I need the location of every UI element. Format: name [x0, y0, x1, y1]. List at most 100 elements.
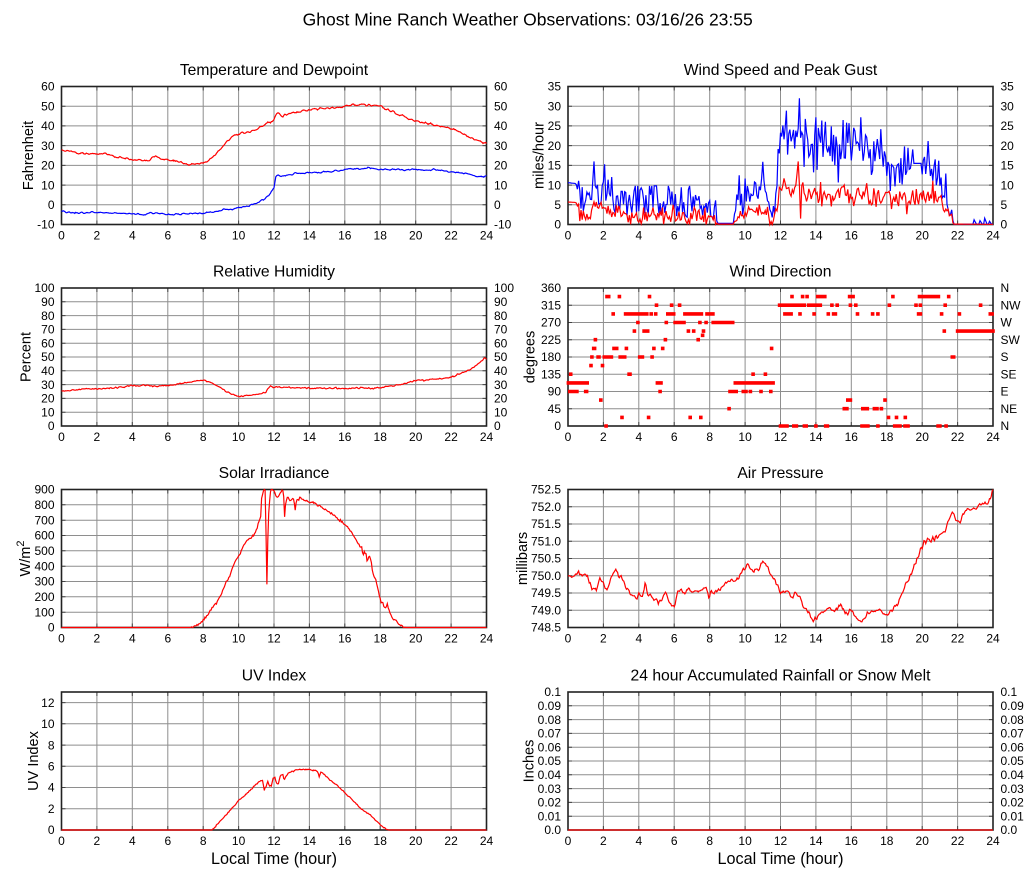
svg-text:35: 35	[548, 80, 562, 94]
svg-text:16: 16	[845, 834, 859, 848]
svg-text:0.01: 0.01	[538, 809, 562, 823]
svg-text:90: 90	[548, 385, 562, 399]
svg-text:30: 30	[1001, 99, 1015, 113]
svg-text:20: 20	[916, 229, 930, 243]
svg-text:10: 10	[232, 229, 246, 243]
svg-text:8: 8	[200, 834, 207, 848]
svg-text:0.0: 0.0	[1001, 823, 1018, 837]
svg-text:20: 20	[494, 159, 508, 173]
svg-text:2: 2	[94, 430, 101, 444]
svg-text:4: 4	[129, 229, 136, 243]
svg-text:360: 360	[541, 281, 561, 295]
svg-text:16: 16	[338, 229, 352, 243]
svg-text:0.1: 0.1	[544, 685, 561, 699]
svg-text:6: 6	[164, 834, 171, 848]
svg-text:0.01: 0.01	[1001, 809, 1025, 823]
svg-text:30: 30	[494, 378, 508, 392]
svg-text:14: 14	[303, 834, 317, 848]
svg-text:15: 15	[1001, 159, 1015, 173]
svg-text:14: 14	[809, 430, 823, 444]
svg-text:12: 12	[774, 430, 788, 444]
svg-text:40: 40	[494, 119, 508, 133]
svg-text:0: 0	[494, 198, 501, 212]
svg-text:18: 18	[880, 229, 894, 243]
svg-text:751.5: 751.5	[531, 517, 561, 531]
svg-text:10: 10	[494, 178, 508, 192]
svg-text:900: 900	[34, 483, 54, 497]
svg-text:Relative Humidity: Relative Humidity	[213, 264, 335, 281]
svg-text:0.09: 0.09	[1001, 699, 1025, 713]
svg-text:45: 45	[548, 402, 562, 416]
svg-text:W/m2: W/m2	[15, 541, 34, 577]
svg-text:2: 2	[600, 229, 607, 243]
svg-text:UV Index: UV Index	[242, 668, 307, 685]
svg-text:200: 200	[34, 590, 54, 604]
svg-text:0.09: 0.09	[538, 699, 562, 713]
svg-text:20: 20	[916, 632, 930, 646]
svg-text:5: 5	[554, 198, 561, 212]
svg-text:60: 60	[494, 336, 508, 350]
svg-text:0.07: 0.07	[1001, 727, 1025, 741]
svg-text:0: 0	[565, 632, 572, 646]
svg-text:751.0: 751.0	[531, 535, 561, 549]
svg-text:12: 12	[267, 229, 281, 243]
svg-text:0.05: 0.05	[1001, 754, 1025, 768]
svg-text:90: 90	[494, 295, 508, 309]
svg-text:750.0: 750.0	[531, 569, 561, 583]
svg-text:30: 30	[548, 99, 562, 113]
svg-text:SE: SE	[1001, 367, 1017, 381]
svg-text:0.08: 0.08	[538, 713, 562, 727]
svg-text:0: 0	[58, 229, 65, 243]
svg-text:0: 0	[554, 419, 561, 433]
svg-text:8: 8	[200, 632, 207, 646]
svg-text:0: 0	[494, 419, 501, 433]
svg-text:8: 8	[48, 738, 55, 752]
svg-text:22: 22	[444, 229, 458, 243]
svg-text:8: 8	[706, 229, 713, 243]
svg-text:14: 14	[809, 632, 823, 646]
svg-text:20: 20	[1001, 139, 1015, 153]
svg-text:315: 315	[541, 298, 561, 312]
svg-text:Wind Speed and Peak Gust: Wind Speed and Peak Gust	[684, 62, 878, 79]
svg-text:30: 30	[494, 139, 508, 153]
svg-text:22: 22	[951, 834, 965, 848]
svg-text:20: 20	[494, 392, 508, 406]
svg-text:Local Time (hour): Local Time (hour)	[718, 850, 844, 868]
svg-text:22: 22	[444, 834, 458, 848]
svg-text:16: 16	[845, 229, 859, 243]
svg-text:14: 14	[303, 632, 317, 646]
svg-text:0.03: 0.03	[1001, 782, 1025, 796]
svg-text:12: 12	[774, 834, 788, 848]
svg-text:22: 22	[951, 229, 965, 243]
svg-text:Inches: Inches	[522, 740, 538, 783]
svg-text:18: 18	[880, 632, 894, 646]
svg-text:8: 8	[706, 834, 713, 848]
svg-text:20: 20	[409, 229, 423, 243]
svg-text:-10: -10	[37, 218, 55, 232]
svg-text:20: 20	[916, 834, 930, 848]
svg-text:180: 180	[541, 350, 561, 364]
svg-text:0.02: 0.02	[1001, 796, 1025, 810]
svg-text:22: 22	[444, 632, 458, 646]
svg-text:14: 14	[809, 229, 823, 243]
svg-text:10: 10	[738, 229, 752, 243]
svg-text:40: 40	[494, 364, 508, 378]
svg-text:2: 2	[600, 632, 607, 646]
svg-text:0: 0	[565, 430, 572, 444]
svg-text:6: 6	[671, 229, 678, 243]
svg-text:30: 30	[41, 139, 55, 153]
svg-text:10: 10	[41, 178, 55, 192]
svg-text:8: 8	[200, 430, 207, 444]
svg-text:degrees: degrees	[523, 331, 539, 383]
svg-text:NE: NE	[1001, 402, 1018, 416]
svg-text:2: 2	[94, 834, 101, 848]
svg-text:18: 18	[880, 430, 894, 444]
svg-text:0.02: 0.02	[538, 796, 562, 810]
svg-text:25: 25	[548, 119, 562, 133]
svg-text:18: 18	[374, 632, 388, 646]
svg-text:35: 35	[1001, 80, 1015, 94]
svg-text:22: 22	[444, 430, 458, 444]
svg-text:18: 18	[880, 834, 894, 848]
svg-text:40: 40	[41, 364, 55, 378]
svg-text:Fahrenheit: Fahrenheit	[21, 121, 37, 190]
